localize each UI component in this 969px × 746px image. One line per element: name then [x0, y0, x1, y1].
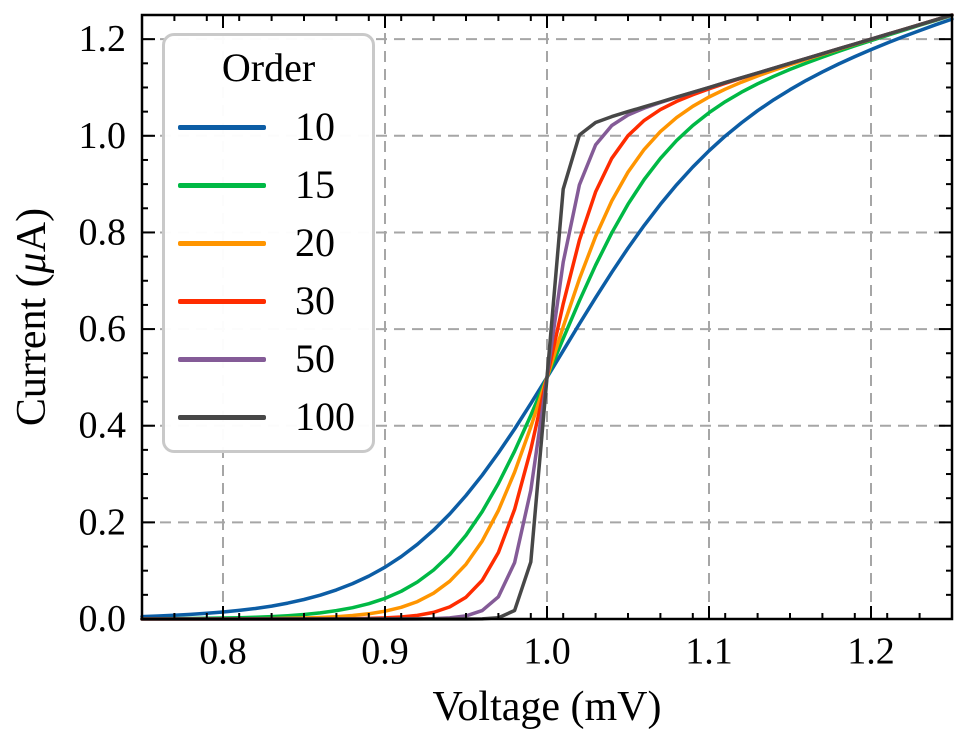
x-tick-label: 0.8: [199, 630, 247, 672]
legend-line-swatch: [178, 124, 266, 130]
x-tick-labels: 0.8 0.9 1.0 1.1 1.2: [199, 630, 895, 672]
y-tick-label: 0.0: [79, 598, 127, 640]
x-tick-label: 1.1: [685, 630, 733, 672]
legend-entry-20: 20: [165, 214, 372, 272]
legend-entry-100: 100: [165, 388, 372, 446]
legend-entry-15: 15: [165, 156, 372, 214]
legend-line-swatch: [178, 240, 266, 246]
legend-entry-label: 100: [295, 394, 355, 439]
y-axis-label: Current (μA): [8, 208, 56, 426]
x-tick-label: 0.9: [361, 630, 409, 672]
legend-entry-label: 10: [295, 104, 335, 149]
legend-line-swatch: [178, 414, 266, 420]
legend: Order 10 15 20 30 50 100: [162, 33, 375, 453]
y-axis-label-suffix: A): [9, 207, 55, 253]
y-tick-label: 1.2: [79, 18, 127, 60]
x-tick-label: 1.0: [523, 630, 571, 672]
legend-line-swatch: [178, 356, 266, 362]
legend-title: Order: [221, 44, 316, 90]
axis-ticks: [142, 15, 952, 620]
legend-line-swatch: [178, 298, 266, 304]
legend-entry-label: 15: [295, 162, 335, 207]
legend-entry-30: 30: [165, 272, 372, 330]
mu-symbol: μ: [9, 252, 55, 274]
legend-entry-10: 10: [165, 98, 372, 156]
legend-entry-50: 50: [165, 330, 372, 388]
legend-entries: 10 15 20 30 50 100: [165, 98, 372, 446]
x-axis-label: Voltage (mV): [432, 684, 662, 730]
x-tick-label: 1.2: [847, 630, 895, 672]
grid-lines: [142, 15, 952, 619]
y-axis-label-prefix: Current (: [9, 273, 55, 427]
legend-entry-label: 30: [295, 278, 335, 323]
y-tick-label: 0.2: [79, 501, 127, 543]
y-tick-label: 1.0: [79, 115, 127, 157]
legend-entry-label: 50: [295, 336, 335, 381]
y-tick-labels: 0.0 0.2 0.4 0.6 0.8 1.0 1.2: [79, 18, 127, 640]
y-tick-label: 0.8: [79, 211, 127, 253]
legend-entry-label: 20: [295, 220, 335, 265]
y-tick-label: 0.4: [79, 405, 127, 447]
y-tick-label: 0.6: [79, 308, 127, 350]
legend-line-swatch: [178, 182, 266, 188]
